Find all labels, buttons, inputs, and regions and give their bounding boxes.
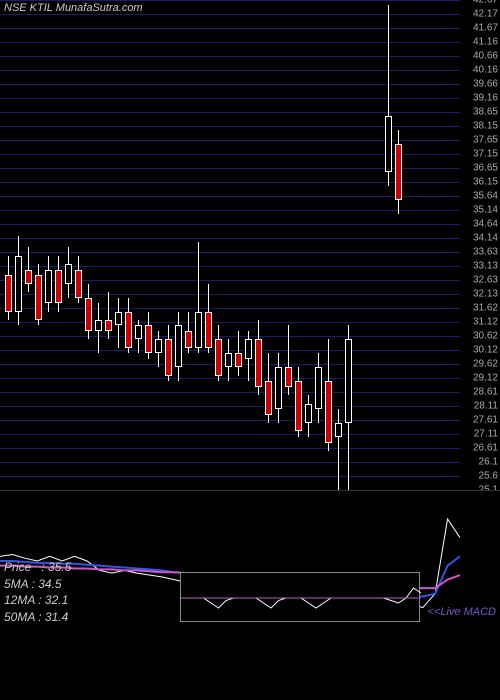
source-label: MunafaSutra.com: [56, 2, 143, 14]
chart-header: NSE KTIL MunafaSutra.com: [4, 2, 143, 14]
gridline: [0, 336, 460, 337]
gridline: [0, 350, 460, 351]
gridline: [0, 406, 460, 407]
inset-box: [180, 572, 420, 622]
y-axis-label: 36.65: [473, 162, 498, 173]
gridline: [0, 0, 460, 1]
y-axis-label: 27.11: [474, 428, 498, 439]
gridline: [0, 182, 460, 183]
indicator-chart: Price : 35.5 5MA : 34.5 12MA : 32.1 50MA…: [0, 490, 500, 630]
gridline: [0, 238, 460, 239]
gridline: [0, 392, 460, 393]
gridline: [0, 56, 460, 57]
gridline: [0, 252, 460, 253]
y-axis-label: 36.15: [473, 176, 498, 187]
y-axis-label: 34.64: [473, 218, 498, 229]
y-axis-label: 28.61: [473, 387, 498, 398]
gridline: [0, 112, 460, 113]
y-axis-label: 30.62: [473, 331, 498, 342]
y-axis-label: 41.67: [473, 22, 498, 33]
gridline: [0, 42, 460, 43]
gridline: [0, 98, 460, 99]
gridline: [0, 28, 460, 29]
y-axis-label: 32.63: [473, 275, 498, 286]
y-axis-label: 35.14: [473, 205, 498, 216]
price-chart: 42.67 42.17 41.67 41.16 40.66 40.16 39.66 39.16…: [0, 0, 500, 490]
y-axis-label: 30.12: [473, 345, 498, 356]
y-axis-label: 40.16: [473, 65, 498, 76]
gridline: [0, 308, 460, 309]
gridline: [0, 294, 460, 295]
y-axis-label: 33.13: [473, 261, 498, 272]
y-axis-label: 34.14: [473, 232, 498, 243]
y-axis-label: 38.15: [473, 121, 498, 132]
gridline: [0, 70, 460, 71]
y-axis-label: 42.67: [473, 0, 498, 6]
y-axis-label: 31.62: [473, 303, 498, 314]
y-axis-label: 39.16: [473, 92, 498, 103]
gridline: [0, 476, 460, 477]
y-axis-label: 42.17: [473, 8, 498, 19]
y-axis-label: 35.64: [473, 191, 498, 202]
y-axis-label: 37.15: [473, 148, 498, 159]
y-axis-label: 31.12: [473, 317, 498, 328]
y-axis-label: 38.65: [473, 107, 498, 118]
y-axis-label: 37.65: [473, 135, 498, 146]
gridline: [0, 322, 460, 323]
ma50-row: 50MA : 31.4: [4, 609, 71, 626]
ma12-row: 12MA : 32.1: [4, 592, 71, 609]
y-axis-label: 33.63: [473, 247, 498, 258]
y-axis-label: 40.66: [473, 51, 498, 62]
y-axis-label: 41.16: [473, 37, 498, 48]
y-axis-label: 29.62: [473, 358, 498, 369]
gridline: [0, 84, 460, 85]
gridline: [0, 434, 460, 435]
gridline: [0, 224, 460, 225]
y-axis-label: 39.66: [473, 78, 498, 89]
ma5-row: 5MA : 34.5: [4, 576, 71, 593]
y-axis-label: 26.61: [473, 442, 498, 453]
y-axis-label: 25.6: [479, 471, 498, 482]
inset-svg: [181, 573, 421, 623]
y-axis-label: 27.61: [473, 415, 498, 426]
gridline: [0, 420, 460, 421]
gridline: [0, 378, 460, 379]
gridline: [0, 462, 460, 463]
y-axis-label: 26.1: [479, 457, 498, 468]
price-row: Price : 35.5: [4, 559, 71, 576]
gridline: [0, 196, 460, 197]
y-axis-label: 28.11: [474, 401, 498, 412]
gridline: [0, 14, 460, 15]
y-axis-label: 29.12: [473, 372, 498, 383]
ticker-label: NSE KTIL: [4, 2, 53, 14]
gridline: [0, 448, 460, 449]
gridline: [0, 210, 460, 211]
info-box: Price : 35.5 5MA : 34.5 12MA : 32.1 50MA…: [4, 559, 71, 626]
y-axis-label: 32.13: [473, 288, 498, 299]
macd-label: <<Live MACD: [428, 606, 496, 618]
